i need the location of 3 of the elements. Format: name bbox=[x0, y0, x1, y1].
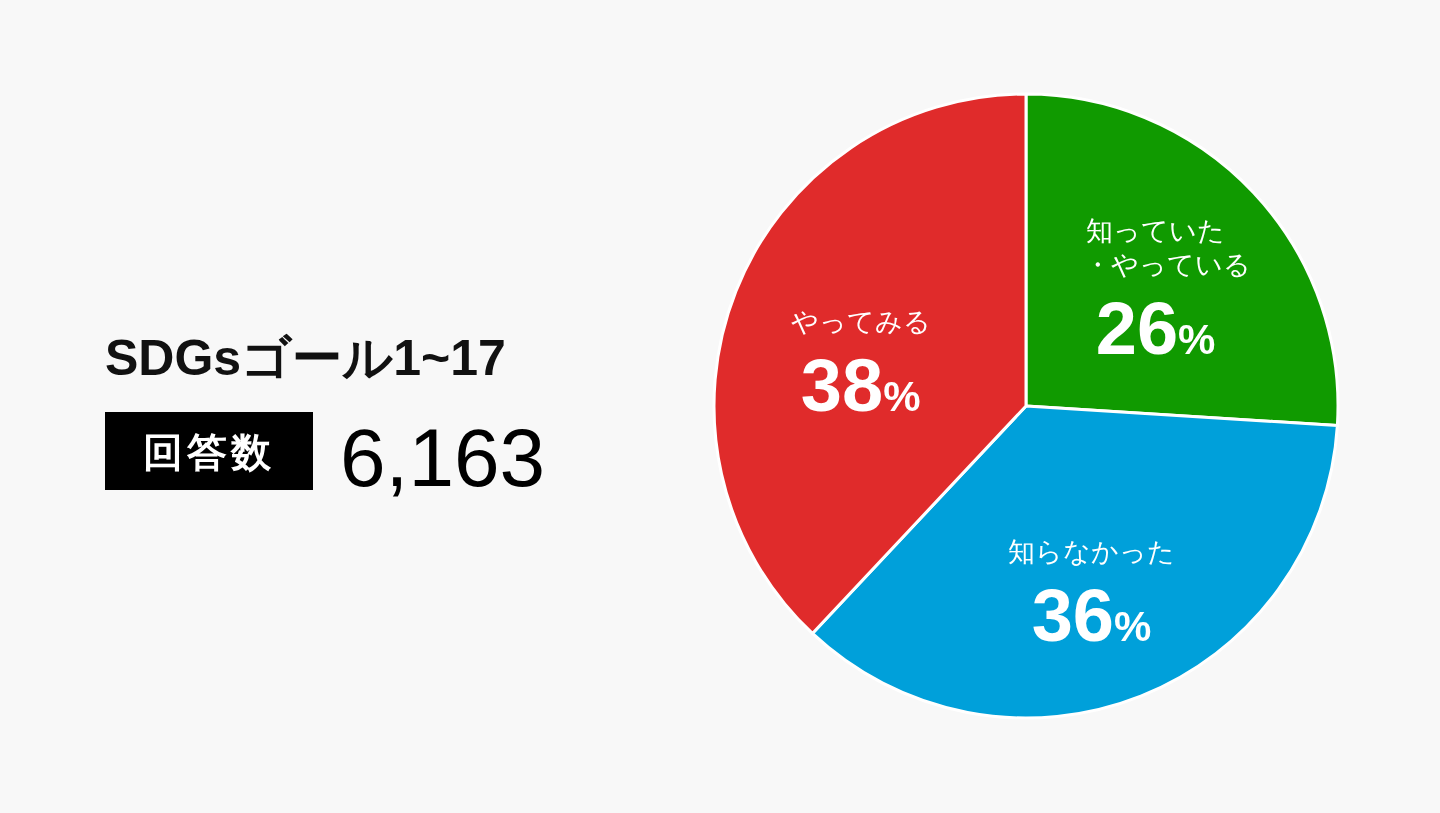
annotation: 6,163 bbox=[340, 412, 546, 503]
annotation: 回答数 bbox=[105, 412, 313, 490]
title: SDGsゴール1~17 bbox=[105, 330, 506, 386]
